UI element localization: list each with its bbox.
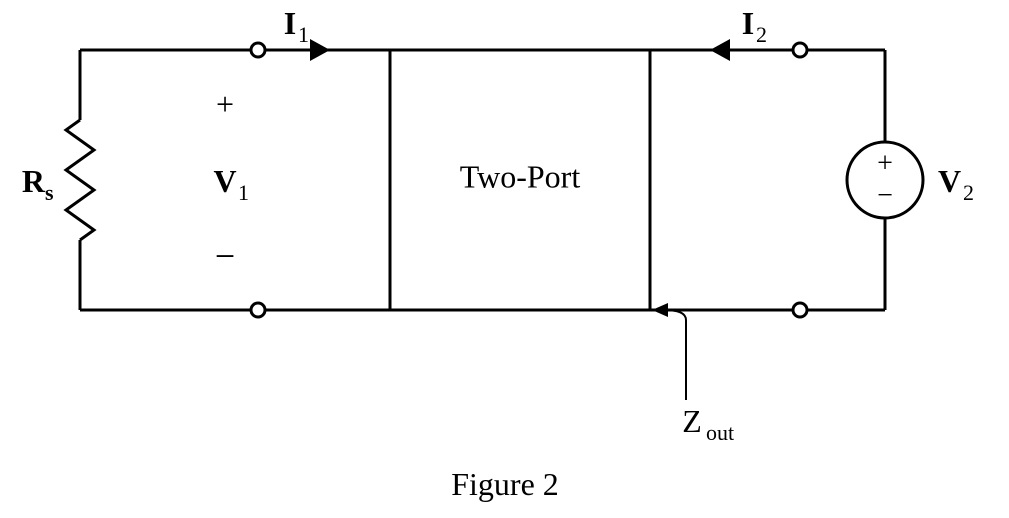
resistor-icon xyxy=(66,120,94,240)
rs-subscript: s xyxy=(45,180,54,205)
source-minus-sign: − xyxy=(877,180,893,211)
zout-arrow-icon xyxy=(652,303,686,400)
i2-label: I xyxy=(742,5,754,41)
v1-minus-sign: − xyxy=(215,236,235,276)
terminal-node xyxy=(793,303,807,317)
v2-subscript: 2 xyxy=(963,180,974,205)
v1-label: V xyxy=(213,163,236,199)
v1-subscript: 1 xyxy=(238,180,249,205)
circuit-diagram: Two-Port + − R s + V 1 − I 1 I 2 V 2 Z o… xyxy=(0,0,1009,518)
i2-subscript: 2 xyxy=(756,22,767,47)
zout-subscript: out xyxy=(706,420,734,445)
i1-subscript: 1 xyxy=(298,22,309,47)
figure-caption: Figure 2 xyxy=(451,466,559,502)
source-plus-sign: + xyxy=(877,148,893,179)
two-port-label: Two-Port xyxy=(460,158,581,194)
zout-label: Z xyxy=(682,403,702,439)
terminal-node xyxy=(251,303,265,317)
i2-arrow-icon xyxy=(710,39,730,61)
i1-arrow-icon xyxy=(310,39,330,61)
terminal-node xyxy=(793,43,807,57)
v1-plus-sign: + xyxy=(216,86,234,122)
terminal-node xyxy=(251,43,265,57)
i1-label: I xyxy=(284,5,296,41)
v2-label: V xyxy=(938,163,961,199)
rs-label: R xyxy=(22,163,46,199)
